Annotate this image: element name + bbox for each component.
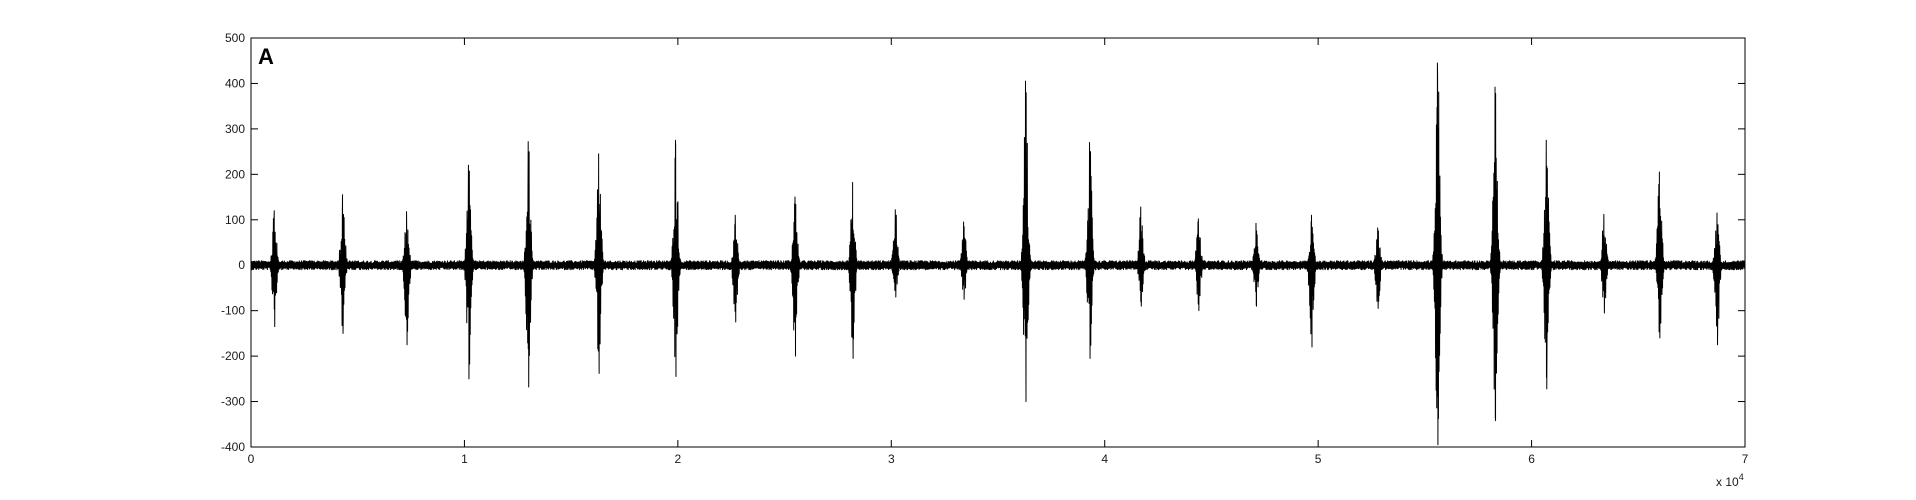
x-exponent-label: x 104 bbox=[1716, 472, 1744, 489]
x-tick-label: 1 bbox=[461, 452, 468, 466]
y-tick-label: 400 bbox=[225, 76, 245, 90]
panel-label: A bbox=[258, 44, 274, 69]
x-tick-label: 2 bbox=[675, 452, 682, 466]
y-tick-label: -200 bbox=[221, 349, 245, 363]
y-tick-label: 100 bbox=[225, 213, 245, 227]
x-tick-label: 0 bbox=[248, 452, 255, 466]
x-tick-label: 5 bbox=[1315, 452, 1322, 466]
signal-trace bbox=[250, 62, 1746, 446]
y-tick-label: -400 bbox=[221, 440, 245, 454]
y-tick-label: 300 bbox=[225, 122, 245, 136]
x-tick-label: 6 bbox=[1528, 452, 1535, 466]
y-axis-ticks: -400 -300 -200 -100 0 100 200 300 400 500 bbox=[221, 31, 1745, 454]
x-tick-label: 7 bbox=[1742, 452, 1749, 466]
axes-box bbox=[250, 37, 1746, 448]
x-exponent-power: 4 bbox=[1739, 472, 1744, 482]
y-tick-label: 500 bbox=[225, 31, 245, 45]
y-tick-label: -300 bbox=[221, 395, 245, 409]
x-exponent-prefix: x 10 bbox=[1716, 475, 1739, 489]
y-tick-label: 0 bbox=[238, 258, 245, 272]
x-axis-ticks: 0 1 2 3 4 5 6 7 bbox=[248, 38, 1749, 466]
x-tick-label: 3 bbox=[888, 452, 895, 466]
y-tick-label: -100 bbox=[221, 304, 245, 318]
x-tick-label: 4 bbox=[1101, 452, 1108, 466]
y-tick-label: 200 bbox=[225, 167, 245, 181]
